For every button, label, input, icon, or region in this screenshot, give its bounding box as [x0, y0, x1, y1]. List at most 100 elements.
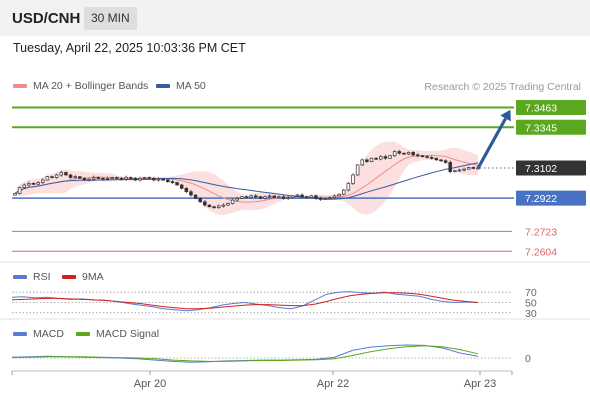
candle	[286, 195, 290, 201]
candle-body	[267, 195, 272, 198]
candle	[17, 186, 22, 195]
candle-body	[355, 164, 360, 176]
legend-ma20-label: MA 20 + Bollinger Bands	[33, 80, 149, 92]
level-badge-7.3102	[516, 160, 586, 176]
candle	[230, 198, 235, 205]
candle	[267, 194, 272, 199]
candle-body	[277, 196, 281, 199]
macd-series-macd	[11, 344, 479, 363]
candle-body	[36, 182, 40, 185]
candle-body	[68, 174, 73, 178]
candle-body	[374, 157, 378, 160]
level-badge-7.3345	[516, 119, 586, 135]
top-bar: USD/CNH 30 MIN	[0, 0, 590, 36]
rsi-tick-30: 30	[525, 308, 537, 320]
candle	[466, 166, 471, 170]
candle	[420, 154, 425, 158]
candle	[193, 194, 198, 200]
candle-body	[133, 177, 138, 181]
candle	[328, 196, 332, 200]
candle	[212, 205, 216, 209]
candle-body	[471, 167, 476, 169]
candle	[91, 175, 96, 181]
candle	[383, 154, 388, 160]
candle	[443, 159, 448, 164]
candle-body	[142, 177, 147, 179]
candle	[304, 196, 309, 199]
candle	[397, 149, 402, 155]
candle-body	[295, 194, 300, 197]
rsi-ma-swatch	[62, 275, 76, 280]
legend-rsi: RSI	[13, 271, 51, 283]
candle	[351, 173, 355, 186]
candle	[198, 197, 202, 203]
candle	[337, 193, 341, 197]
candle-body	[78, 176, 82, 179]
candle	[59, 170, 64, 177]
candle	[110, 176, 114, 179]
candle-body	[314, 195, 318, 199]
level-labels: 7.3463 7.3345 7.3102 7.2922 7.2723 7.2604	[516, 100, 586, 258]
candle	[216, 204, 221, 209]
candle	[457, 168, 462, 172]
candle-body	[453, 170, 457, 173]
candle-body	[323, 198, 327, 200]
candle	[142, 176, 147, 179]
candle-body	[13, 193, 17, 196]
candle	[240, 196, 244, 200]
bollinger-band-fill	[15, 141, 478, 216]
candle-body	[96, 177, 101, 179]
candle	[133, 177, 138, 182]
candle	[439, 158, 443, 162]
candle-body	[184, 188, 189, 193]
candle	[392, 150, 397, 157]
legend-macd-signal-label: MACD Signal	[96, 328, 160, 340]
candle	[425, 155, 429, 159]
candle	[314, 194, 318, 200]
level-label-7.2922: 7.2922	[525, 193, 557, 205]
candle	[152, 176, 156, 182]
candle	[406, 151, 411, 156]
macd-series-signal	[11, 345, 479, 362]
candle-body	[360, 159, 365, 166]
candle-body	[226, 203, 230, 206]
candle-body	[166, 179, 170, 183]
level-label-7.2604: 7.2604	[525, 246, 557, 258]
legend-macd-label: MACD	[33, 328, 64, 340]
candle-body	[235, 198, 239, 201]
candle	[360, 158, 365, 167]
candle-body	[17, 187, 22, 194]
candle	[45, 175, 50, 181]
candle	[434, 157, 439, 161]
forecast-arrow-head	[500, 109, 511, 122]
candle-body	[309, 195, 314, 198]
candle-body	[240, 196, 244, 199]
candle	[295, 193, 300, 198]
candle-body	[124, 177, 128, 180]
rsi-swatch	[13, 275, 27, 280]
candle-body	[346, 182, 351, 191]
candle	[207, 204, 212, 208]
candle	[379, 155, 383, 161]
candle-body	[337, 193, 341, 197]
bollinger-bands	[15, 141, 478, 216]
candle	[82, 177, 87, 181]
rsi-series-9ma	[11, 292, 479, 310]
timeframe-badge[interactable]: 30 MIN	[84, 7, 137, 30]
candle	[13, 192, 17, 196]
candle	[87, 177, 91, 182]
candle-body	[207, 204, 212, 208]
level-label-7.3345: 7.3345	[525, 122, 557, 134]
candle	[369, 157, 374, 163]
macd-tick-0: 0	[525, 353, 531, 365]
candle-body	[54, 174, 59, 178]
legend-rsi-ma: 9MA	[62, 271, 104, 283]
level-label-7.3102: 7.3102	[525, 163, 557, 175]
candle	[300, 193, 304, 199]
legend-macd-signal: MACD Signal	[76, 328, 159, 340]
candle	[184, 186, 189, 194]
candle-body	[138, 177, 142, 181]
candle-body	[41, 179, 45, 183]
